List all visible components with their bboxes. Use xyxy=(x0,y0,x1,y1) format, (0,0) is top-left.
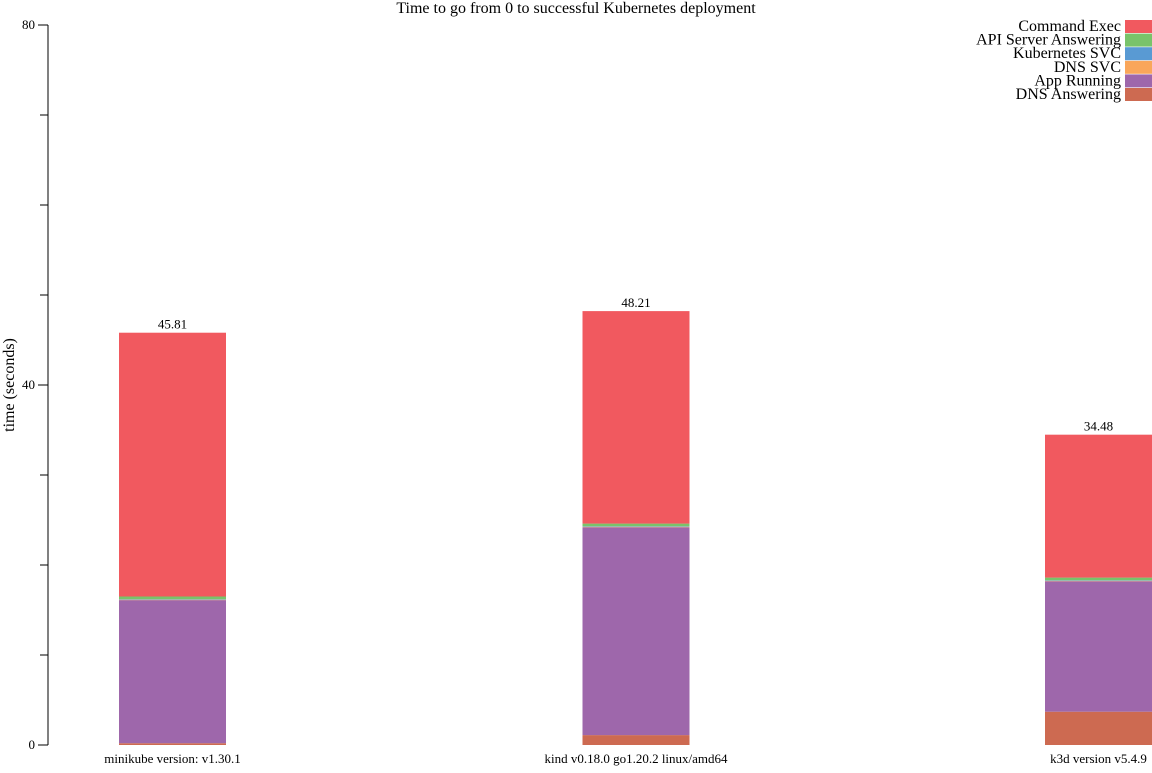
bar-segment xyxy=(1045,711,1152,745)
legend-item: DNS Answering xyxy=(1016,86,1152,103)
bar-total-label: 45.81 xyxy=(158,317,187,332)
y-tick-label: 0 xyxy=(29,737,36,752)
legend-label: DNS SVC xyxy=(1054,59,1121,76)
y-axis-label: time (seconds) xyxy=(1,338,18,432)
bar-segment xyxy=(1045,434,1152,578)
legend-swatch xyxy=(1125,88,1152,101)
x-tick-label: minikube version: v1.30.1 xyxy=(104,751,241,766)
legend-item: DNS SVC xyxy=(1054,59,1152,76)
legend-swatch xyxy=(1125,20,1152,33)
legend-label: DNS Answering xyxy=(1016,86,1121,103)
bar-segment xyxy=(582,735,690,745)
legend-swatch xyxy=(1125,60,1152,74)
bar-segment xyxy=(1045,581,1152,712)
legend-swatch xyxy=(1125,47,1152,61)
bar-stack: 45.81 minikube version: v1.30.1 xyxy=(104,317,241,766)
bar-total-label: 48.21 xyxy=(621,295,650,310)
x-tick-label: kind v0.18.0 go1.20.2 linux/amd64 xyxy=(544,751,728,766)
y-tick-label: 80 xyxy=(22,17,35,32)
bar-total-label: 34.48 xyxy=(1084,419,1113,434)
legend-label: API Server Answering xyxy=(976,32,1121,49)
x-tick-label: k3d version v5.4.9 xyxy=(1050,751,1147,766)
bar-segment xyxy=(1045,580,1152,581)
bar-segment xyxy=(1045,577,1152,581)
bar-segment xyxy=(119,596,226,600)
bar-stack: 34.48 k3d version v5.4.9 xyxy=(1045,419,1152,766)
legend-item: API Server Answering xyxy=(976,32,1152,49)
bar-segment xyxy=(582,526,690,528)
legend-item: Kubernetes SVC xyxy=(1013,45,1152,62)
legend-item: App Running xyxy=(1034,72,1152,89)
bar-segment xyxy=(119,743,226,745)
bar-segment xyxy=(119,600,226,744)
bar-segment xyxy=(582,527,690,736)
bar-stack: 48.21 kind v0.18.0 go1.20.2 linux/amd64 xyxy=(544,295,728,766)
legend-swatch xyxy=(1125,33,1152,47)
bar-segment xyxy=(119,599,226,600)
bar-segment xyxy=(119,599,226,601)
legend-item: Command Exec xyxy=(1018,18,1152,35)
bar-segment xyxy=(119,332,226,597)
axes: 0 40 80 xyxy=(22,17,49,752)
bar-segment xyxy=(1045,580,1152,582)
legend-swatch xyxy=(1125,74,1152,88)
y-tick-label: 40 xyxy=(22,377,35,392)
chart-title: Time to go from 0 to successful Kubernet… xyxy=(396,0,756,17)
legend-label: Kubernetes SVC xyxy=(1013,45,1121,62)
bar-segment xyxy=(582,523,690,527)
bar-segment xyxy=(582,311,690,524)
bar-segment xyxy=(582,526,690,527)
bars: 45.81 minikube version: v1.30.1 48.21 kind … xyxy=(104,295,1152,766)
legend-label: Command Exec xyxy=(1018,18,1121,35)
legend-label: App Running xyxy=(1034,72,1121,89)
